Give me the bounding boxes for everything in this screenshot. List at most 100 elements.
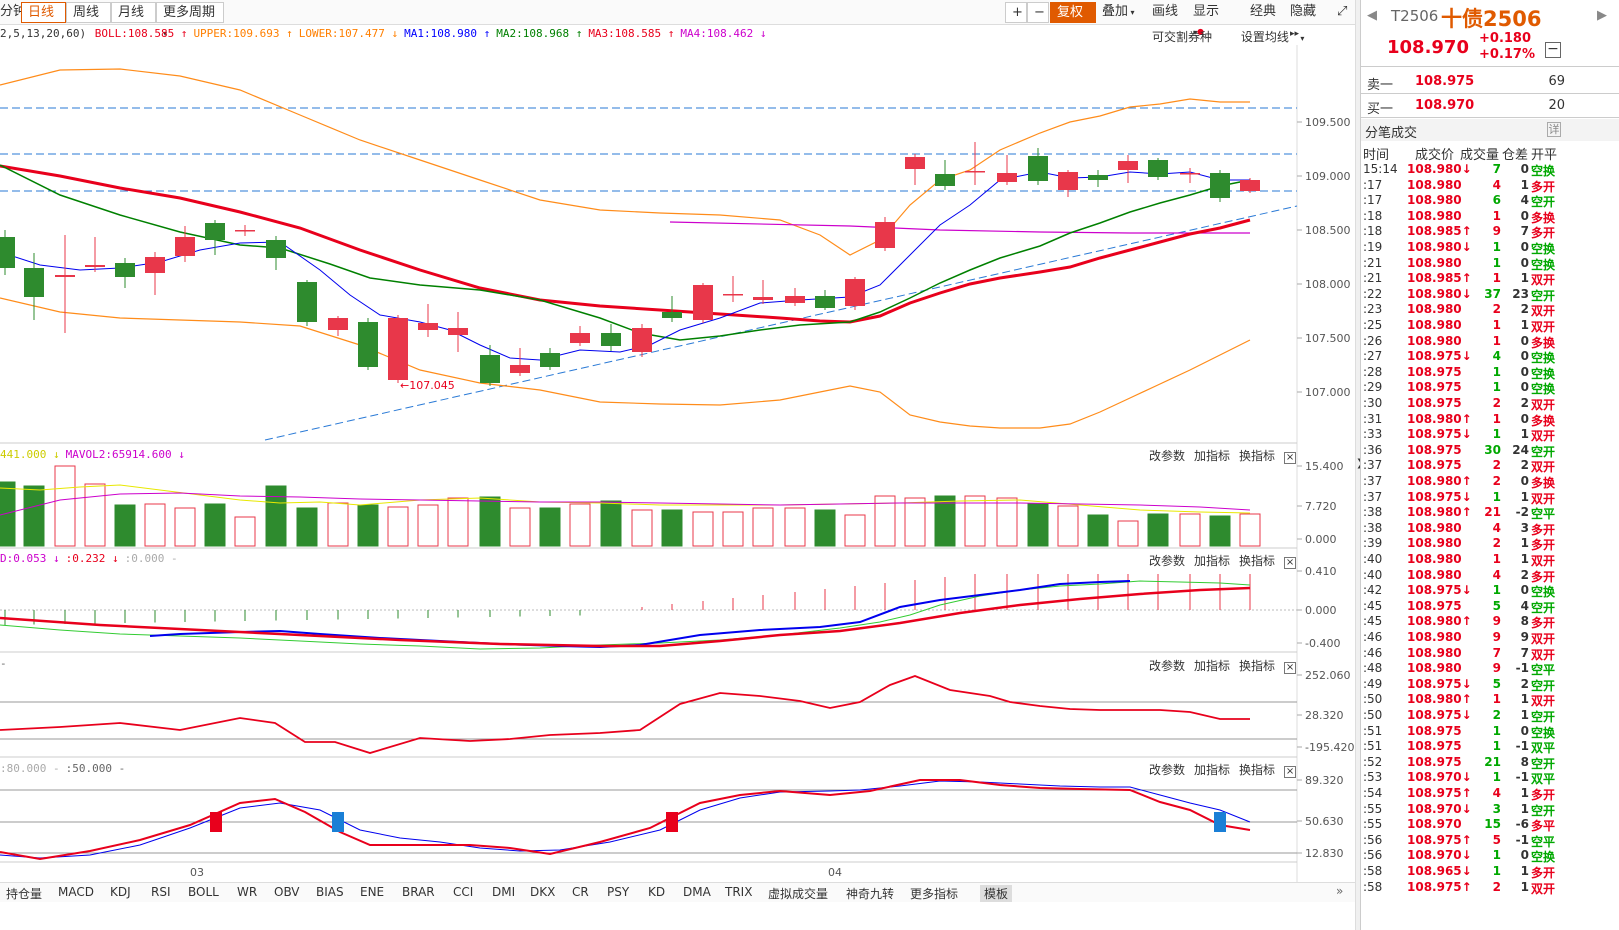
contract-code: T2506 <box>1391 7 1439 25</box>
draw-line-button[interactable]: 画线 <box>1152 4 1179 19</box>
trades-detail-button[interactable]: 详 <box>1547 122 1561 137</box>
trade-volume: 1 <box>1492 240 1501 254</box>
scroll-right-icon[interactable]: » <box>1336 884 1344 898</box>
switch-indicator-button[interactable]: 换指标 <box>1239 763 1276 777</box>
zoom-in-button[interactable]: + <box>1005 2 1027 23</box>
cci-axis-tick: 252.060 <box>1305 669 1351 682</box>
restore-rights-dropdown[interactable]: 复权 ▾ <box>1050 2 1096 38</box>
indicator-tab[interactable]: 神奇九转 <box>846 887 895 901</box>
trade-price: 108.975↓ <box>1407 489 1472 504</box>
trade-oi-change: 1 <box>1520 177 1529 192</box>
indicator-tab[interactable]: BOLL <box>188 885 219 899</box>
close-icon[interactable]: × <box>1284 452 1297 464</box>
switch-indicator-button[interactable]: 换指标 <box>1239 554 1276 568</box>
indicator-tab[interactable]: CCI <box>453 885 474 899</box>
trade-row: :40 108.980 4 2 多开 <box>1361 568 1619 584</box>
trade-row: :33 108.975↓ 1 1 双开 <box>1361 427 1619 443</box>
col-oi-change: 仓差 <box>1502 148 1529 163</box>
trade-oi-change: 0 <box>1520 380 1529 395</box>
overlay-dropdown[interactable]: 叠加 ▾ <box>1102 4 1135 19</box>
trade-price: 108.970↓ <box>1407 770 1472 785</box>
volume-bar <box>265 485 287 547</box>
legend-item: :0.000 - <box>124 552 178 565</box>
trades-list[interactable]: 15:14 108.980↓ 7 0 空换:17 108.980 4 1 多开:17 108.98… <box>1361 162 1619 930</box>
tab-monthly[interactable]: 月线 <box>111 2 156 23</box>
candle-body <box>997 173 1017 182</box>
trade-open-close: 多开 <box>1531 788 1556 802</box>
indicator-tab[interactable]: KDJ <box>110 885 131 899</box>
switch-indicator-button[interactable]: 换指标 <box>1239 659 1276 673</box>
indicator-tab[interactable]: PSY <box>607 885 630 899</box>
edit-params-button[interactable]: 改参数 <box>1149 659 1186 673</box>
trade-open-close: 空换 <box>1531 366 1556 381</box>
add-indicator-button[interactable]: 加指标 <box>1194 449 1231 463</box>
indicator-tab[interactable]: CR <box>572 885 589 899</box>
indicator-tab[interactable]: RSI <box>151 885 171 899</box>
price-axis-tick: 108.000 <box>1305 278 1351 291</box>
add-indicator-button[interactable]: 加指标 <box>1194 763 1231 777</box>
ma-settings-dropdown[interactable]: 设置均线 ▾ <box>1240 30 1305 44</box>
indicator-tab[interactable]: 模板 <box>980 885 1013 902</box>
classic-button[interactable]: 经典 <box>1250 4 1277 19</box>
trade-oi-change: 7 <box>1520 645 1529 660</box>
add-indicator-button[interactable]: 加指标 <box>1194 659 1231 673</box>
trade-volume: 2 <box>1492 536 1501 551</box>
kline-chart-area[interactable]: ←107.045 109.500 109.000 108.500 108.000 107… <box>0 0 1355 882</box>
display-dropdown[interactable]: 显示 ▾● <box>1193 4 1220 37</box>
tab-minute[interactable]: 分钟 <box>0 4 27 19</box>
minimize-icon[interactable]: − <box>1545 42 1561 58</box>
candle-body <box>815 296 835 308</box>
add-indicator-button[interactable]: 加指标 <box>1194 554 1231 568</box>
tab-daily[interactable]: 日线 <box>21 2 66 23</box>
indicator-tab[interactable]: 虚拟成交量 <box>768 887 829 901</box>
deliverable-bonds-link[interactable]: 可交割券种 <box>1152 30 1213 44</box>
trade-volume: 37 <box>1484 286 1501 301</box>
indicator-tab[interactable]: ENE <box>360 885 385 899</box>
indicator-tab[interactable]: MACD <box>58 885 94 899</box>
trade-price: 108.980↓ <box>1407 240 1472 254</box>
kdj-legend: :80.000 -:50.000 - <box>0 762 131 775</box>
zoom-out-button[interactable]: − <box>1027 2 1049 23</box>
prev-contract-icon[interactable]: ◀ <box>1367 8 1377 23</box>
switch-indicator-button[interactable]: 换指标 <box>1239 449 1276 463</box>
close-icon[interactable]: × <box>1284 766 1297 778</box>
trade-oi-change: -6 <box>1515 817 1529 832</box>
trade-time: :45 <box>1363 614 1383 629</box>
trade-price: 108.980 <box>1407 661 1462 676</box>
trade-price: 108.980 <box>1407 333 1462 348</box>
edit-params-button[interactable]: 改参数 <box>1149 763 1186 777</box>
indicator-tab[interactable]: 持仓量 <box>6 887 43 901</box>
trade-open-close: 多开 <box>1531 616 1556 631</box>
trade-price: 108.980 <box>1407 567 1462 582</box>
close-icon[interactable]: × <box>1284 662 1297 674</box>
next-contract-icon[interactable]: ▶ <box>1597 8 1607 23</box>
indicator-tab[interactable]: KD <box>648 885 666 899</box>
edit-params-button[interactable]: 改参数 <box>1149 449 1186 463</box>
indicator-tab[interactable]: BIAS <box>316 885 344 899</box>
trade-price: 108.965↓ <box>1407 864 1472 878</box>
tab-weekly[interactable]: 周线 <box>66 2 111 23</box>
indicator-tab[interactable]: 更多指标 <box>910 887 959 901</box>
hide-button[interactable]: 隐藏 ▸▸ <box>1290 4 1317 39</box>
trade-price: 108.980 <box>1407 536 1462 551</box>
indicator-tab[interactable]: TRIX <box>725 885 753 899</box>
indicator-tab[interactable]: DMA <box>683 885 711 899</box>
indicator-tab[interactable]: BRAR <box>402 885 435 899</box>
trade-price: 108.975↓ <box>1407 676 1472 691</box>
more-periods-dropdown[interactable]: 更多周期 ▾ <box>156 2 224 38</box>
indicator-tab[interactable]: DMI <box>492 885 516 899</box>
trade-open-close: 双开 <box>1531 694 1556 709</box>
trade-row: :29 108.975 1 0 空换 <box>1361 380 1619 396</box>
trade-open-close: 双开 <box>1531 429 1556 444</box>
trade-row: :56 108.975↑ 5 -1 空平 <box>1361 833 1619 849</box>
trade-oi-change: 1 <box>1520 489 1529 504</box>
indicator-tab[interactable]: OBV <box>274 885 300 899</box>
legend-item: MA3:108.585 ↑ <box>588 27 675 40</box>
fullscreen-icon[interactable]: ⤢ <box>1337 4 1348 19</box>
close-icon[interactable]: × <box>1284 557 1297 569</box>
trade-time: :46 <box>1363 645 1383 660</box>
edit-params-button[interactable]: 改参数 <box>1149 554 1186 568</box>
indicator-tab[interactable]: WR <box>237 885 258 899</box>
indicator-tab[interactable]: DKX <box>530 885 556 899</box>
kdj-cross-marker <box>332 812 344 832</box>
